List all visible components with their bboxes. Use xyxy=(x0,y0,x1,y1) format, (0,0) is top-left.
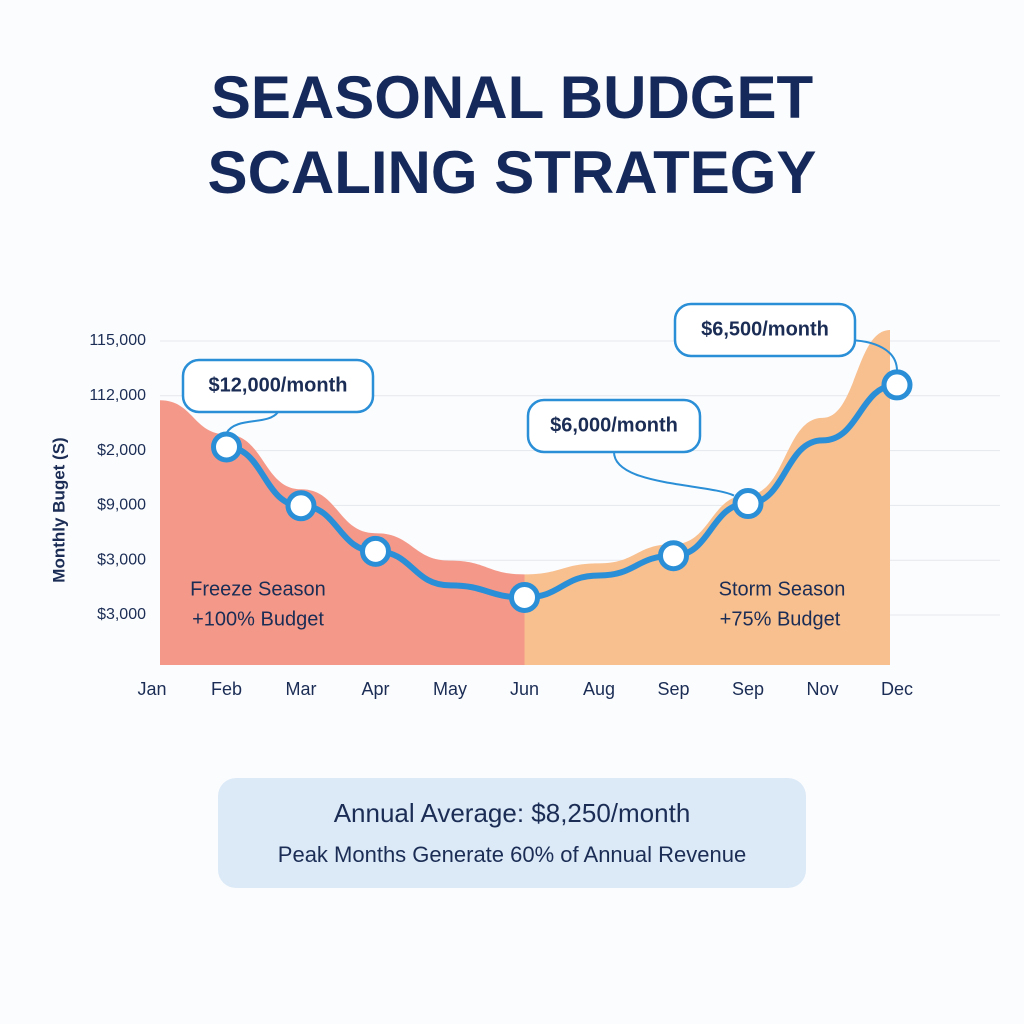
x-tick-label: Dec xyxy=(881,679,913,699)
y-axis-label: Monthly Buget (S) xyxy=(49,437,68,582)
x-tick-label: Feb xyxy=(211,679,242,699)
y-tick-label: $3,000 xyxy=(97,606,146,623)
callout-box xyxy=(181,358,375,414)
point-marker xyxy=(881,369,913,401)
y-tick-label: 115,000 xyxy=(89,332,146,349)
callout-text: $12,000/month xyxy=(209,374,348,396)
callout-text: $6,000/month xyxy=(550,414,678,436)
callout-box xyxy=(526,398,702,454)
y-tick-label: 112,000 xyxy=(89,387,146,404)
x-tick-label: Jun xyxy=(510,679,539,699)
y-tick-label: $9,000 xyxy=(97,497,146,514)
x-tick-label: Sep xyxy=(732,679,764,699)
season-label: +75% Budget xyxy=(720,608,841,630)
season-label: +100% Budget xyxy=(192,608,324,630)
summary-note: Peak Months Generate 60% of Annual Reven… xyxy=(278,842,746,867)
x-tick-label: May xyxy=(433,679,467,699)
season-label: Storm Season xyxy=(719,578,846,600)
x-tick-label: Apr xyxy=(361,679,389,699)
x-tick-label: Nov xyxy=(806,679,838,699)
season-area xyxy=(524,330,890,665)
point-marker xyxy=(658,540,689,572)
x-tick-label: Mar xyxy=(286,679,317,699)
point-marker xyxy=(732,488,764,520)
x-tick-label: Jan xyxy=(137,679,166,699)
season-label: Freeze Season xyxy=(190,578,326,600)
y-tick-label: $3,000 xyxy=(97,551,146,568)
x-tick-label: Sep xyxy=(657,679,689,699)
summary-headline: Annual Average: $8,250/month xyxy=(334,798,691,828)
point-marker xyxy=(285,490,317,522)
callout-text: $6,500/month xyxy=(701,318,829,340)
callout-leader xyxy=(613,451,735,497)
callout-leader xyxy=(225,411,279,434)
callout-box xyxy=(673,302,857,358)
point-marker xyxy=(360,535,391,567)
summary-box xyxy=(218,778,806,888)
budget-line xyxy=(223,381,900,601)
point-marker xyxy=(211,431,242,463)
chart-title: SEASONAL BUDGET xyxy=(211,64,813,131)
y-tick-label: $2,000 xyxy=(97,442,146,459)
x-tick-label: Aug xyxy=(583,679,615,699)
point-marker xyxy=(509,581,540,613)
chart-title: SCALING STRATEGY xyxy=(208,139,817,206)
